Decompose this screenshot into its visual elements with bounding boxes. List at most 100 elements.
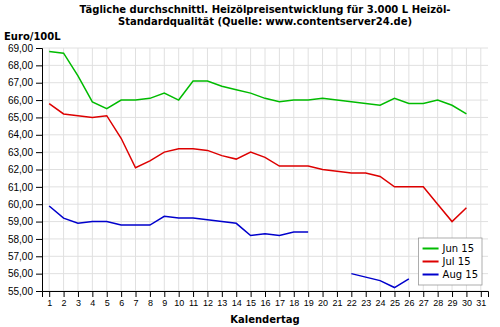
y-tick: 61,00 bbox=[8, 182, 42, 193]
x-tick-label: 1 bbox=[47, 298, 52, 308]
x-tick-mark bbox=[222, 291, 223, 297]
x-tick-label: 3 bbox=[76, 298, 81, 308]
x-tick-mark bbox=[236, 291, 237, 297]
x-grid-line bbox=[293, 48, 294, 291]
x-grid-line bbox=[351, 48, 352, 291]
x-tick-label: 27 bbox=[419, 298, 429, 308]
series-line bbox=[351, 274, 409, 288]
x-tick-mark bbox=[351, 291, 352, 297]
x-tick-label: 6 bbox=[119, 298, 124, 308]
x-tick-label: 22 bbox=[347, 298, 357, 308]
y-tick: 55,00 bbox=[8, 286, 42, 297]
x-grid-line bbox=[121, 48, 122, 291]
x-axis-title: Kalendertag bbox=[230, 314, 299, 325]
x-tick: 9 bbox=[162, 291, 167, 308]
x-tick: 19 bbox=[304, 291, 314, 308]
x-tick-mark bbox=[179, 291, 180, 297]
x-tick: 12 bbox=[203, 291, 213, 308]
x-grid-line bbox=[149, 48, 150, 291]
x-tick: 26 bbox=[404, 291, 414, 308]
y-tick-mark bbox=[36, 187, 42, 188]
x-tick: 15 bbox=[246, 291, 256, 308]
x-grid-line bbox=[135, 48, 136, 291]
x-tick-label: 26 bbox=[404, 298, 414, 308]
x-grid-line bbox=[336, 48, 337, 291]
legend-label: Jun 15 bbox=[442, 243, 475, 254]
y-tick-mark bbox=[36, 204, 42, 205]
x-tick: 22 bbox=[347, 291, 357, 308]
x-tick-label: 25 bbox=[390, 298, 400, 308]
y-tick: 69,00 bbox=[8, 43, 42, 54]
y-tick: 67,00 bbox=[8, 77, 42, 88]
series-line bbox=[49, 104, 466, 222]
series-line bbox=[49, 51, 466, 113]
x-tick: 7 bbox=[134, 291, 139, 308]
x-tick-mark bbox=[308, 291, 309, 297]
x-tick: 17 bbox=[275, 291, 285, 308]
y-tick-mark bbox=[36, 83, 42, 84]
y-tick: 62,00 bbox=[8, 164, 42, 175]
x-tick: 2 bbox=[62, 291, 67, 308]
x-grid-line bbox=[49, 48, 50, 291]
x-tick-mark bbox=[438, 291, 439, 297]
x-grid-line bbox=[365, 48, 366, 291]
x-tick-label: 2 bbox=[62, 298, 67, 308]
x-tick: 27 bbox=[419, 291, 429, 308]
x-grid-line bbox=[221, 48, 222, 291]
x-tick-mark bbox=[121, 291, 122, 297]
x-tick-mark bbox=[481, 291, 482, 297]
y-tick: 64,00 bbox=[8, 129, 42, 140]
x-tick-label: 17 bbox=[275, 298, 285, 308]
x-tick-mark bbox=[409, 291, 410, 297]
x-tick: 16 bbox=[260, 291, 270, 308]
x-tick-label: 11 bbox=[189, 298, 198, 308]
y-tick-label: 68,00 bbox=[8, 60, 33, 71]
legend-swatch bbox=[423, 248, 439, 250]
x-tick-mark bbox=[265, 291, 266, 297]
y-tick-mark bbox=[36, 239, 42, 240]
x-tick-mark bbox=[380, 291, 381, 297]
x-grid-line bbox=[380, 48, 381, 291]
x-tick-label: 19 bbox=[304, 298, 314, 308]
y-axis-line bbox=[36, 49, 43, 292]
x-tick: 6 bbox=[119, 291, 124, 308]
x-tick-mark bbox=[394, 291, 395, 297]
x-tick-label: 23 bbox=[361, 298, 371, 308]
x-grid-line bbox=[164, 48, 165, 291]
x-tick-mark bbox=[366, 291, 367, 297]
x-tick: 25 bbox=[390, 291, 400, 308]
y-tick-mark bbox=[36, 274, 42, 275]
x-tick: 3 bbox=[76, 291, 81, 308]
y-tick-label: 69,00 bbox=[8, 43, 33, 54]
x-tick-mark bbox=[279, 291, 280, 297]
x-tick-mark bbox=[452, 291, 453, 297]
x-tick-mark bbox=[251, 291, 252, 297]
x-grid-line bbox=[250, 48, 251, 291]
x-tick-mark bbox=[164, 291, 165, 297]
x-tick-label: 24 bbox=[376, 298, 386, 308]
x-tick: 1 bbox=[47, 291, 52, 308]
x-tick-mark bbox=[337, 291, 338, 297]
y-tick-label: 65,00 bbox=[8, 112, 33, 123]
x-tick: 31 bbox=[476, 291, 486, 308]
x-tick-label: 12 bbox=[203, 298, 213, 308]
x-tick-mark bbox=[49, 291, 50, 297]
x-tick-label: 9 bbox=[162, 298, 167, 308]
legend-swatch bbox=[423, 274, 439, 276]
x-grid-line bbox=[236, 48, 237, 291]
series-line bbox=[49, 206, 308, 236]
y-tick-mark bbox=[36, 48, 42, 49]
x-axis-line bbox=[43, 292, 489, 298]
y-tick-label: 62,00 bbox=[8, 164, 33, 175]
y-tick-label: 56,00 bbox=[8, 268, 33, 279]
x-tick-label: 8 bbox=[148, 298, 153, 308]
x-tick: 4 bbox=[90, 291, 95, 308]
x-tick-label: 20 bbox=[318, 298, 328, 308]
y-tick-label: 63,00 bbox=[8, 147, 33, 158]
x-tick-label: 13 bbox=[217, 298, 227, 308]
x-tick-label: 31 bbox=[476, 298, 486, 308]
x-tick: 30 bbox=[462, 291, 472, 308]
x-tick-label: 10 bbox=[174, 298, 184, 308]
legend-swatch bbox=[423, 261, 439, 263]
x-grid-line bbox=[193, 48, 194, 291]
